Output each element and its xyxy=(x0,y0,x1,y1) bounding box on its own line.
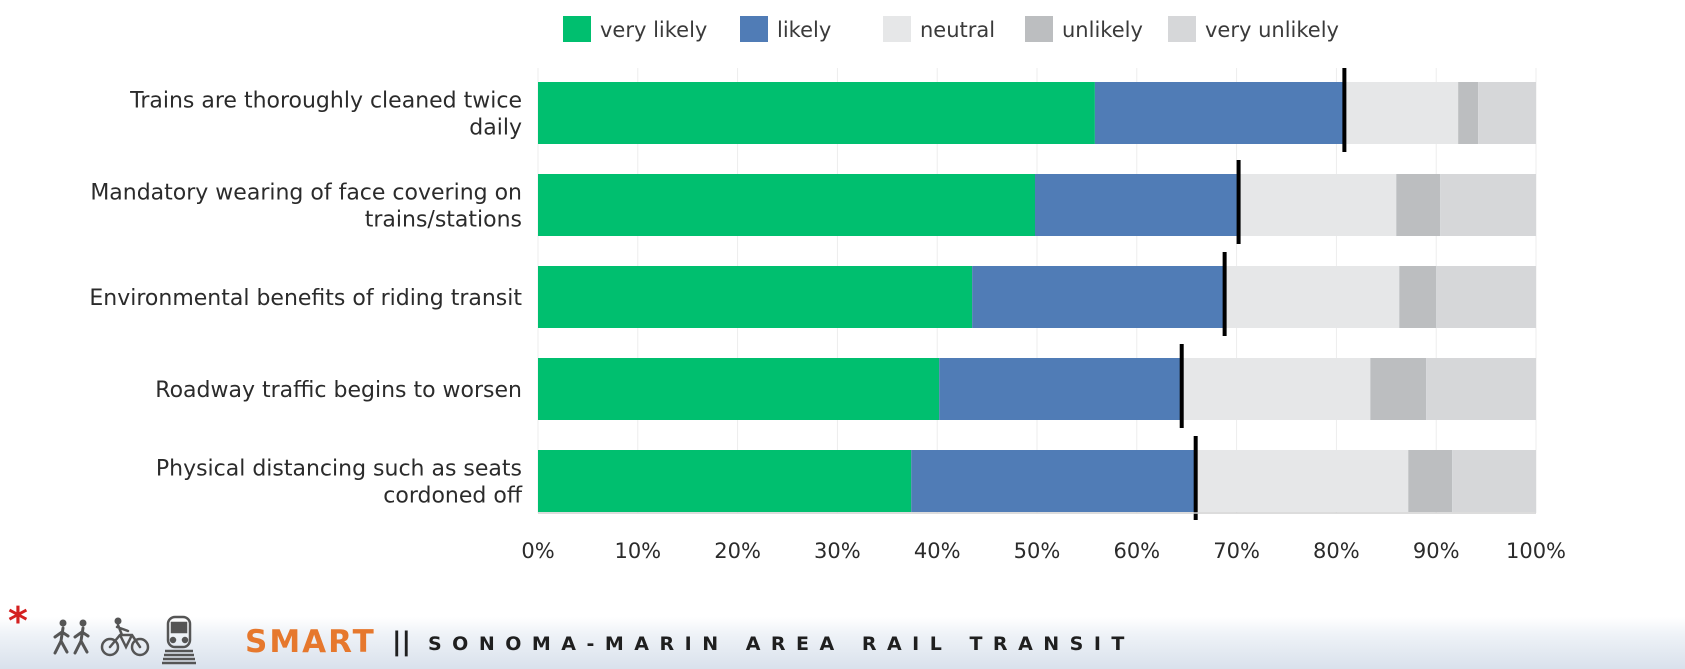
category-label: Physical distancing such as seats cordone… xyxy=(156,457,523,509)
legend-swatch-likely xyxy=(740,16,768,42)
bar-very-unlikely xyxy=(1436,266,1536,328)
bar-very-likely xyxy=(538,82,1095,144)
x-tick-label: 90% xyxy=(1413,539,1460,563)
x-tick-label: 50% xyxy=(1014,539,1061,563)
legend-swatch-very-unlikely xyxy=(1168,16,1196,42)
footer-asterisk: * xyxy=(8,599,28,643)
bar-very-unlikely xyxy=(1452,450,1536,512)
bar-neutral xyxy=(1344,82,1459,144)
bar-likely xyxy=(939,358,1182,420)
bar-neutral xyxy=(1224,266,1400,328)
bar-neutral xyxy=(1238,174,1397,236)
x-tick-label: 100% xyxy=(1506,539,1566,563)
footer-separator: || xyxy=(392,627,411,657)
x-tick-label: 0% xyxy=(521,539,554,563)
legend-swatch-neutral xyxy=(883,16,911,42)
bar-unlikely xyxy=(1458,82,1479,144)
stacked-bar-chart: Trains are thoroughly cleaned twice daily… xyxy=(89,16,1566,563)
footer-bar xyxy=(0,617,1685,669)
x-tick-label: 10% xyxy=(614,539,661,563)
legend-swatch-very-likely xyxy=(563,16,591,42)
bar-unlikely xyxy=(1396,174,1441,236)
bar-likely xyxy=(1035,174,1239,236)
bar-very-likely xyxy=(538,450,912,512)
legend-label: neutral xyxy=(920,18,995,42)
category-label: Mandatory wearing of face covering on tra… xyxy=(90,181,522,233)
legend-label: likely xyxy=(777,18,831,42)
train-icon xyxy=(162,615,196,665)
bar-very-unlikely xyxy=(1440,174,1536,236)
x-tick-label: 30% xyxy=(814,539,861,563)
legend-label: very likely xyxy=(600,18,707,42)
legend-label: unlikely xyxy=(1062,18,1143,42)
bar-very-likely xyxy=(538,174,1036,236)
x-tick-label: 70% xyxy=(1213,539,1260,563)
bar-likely xyxy=(911,450,1197,512)
x-tick-label: 40% xyxy=(914,539,961,563)
bar-very-unlikely xyxy=(1426,358,1536,420)
bar-very-likely xyxy=(538,358,940,420)
category-label: Roadway traffic begins to worsen xyxy=(155,378,522,403)
bicycle-icon xyxy=(100,617,150,657)
footer-icons xyxy=(53,615,196,665)
footer-tagline: SONOMA-MARIN AREA RAIL TRANSIT xyxy=(428,633,1135,655)
category-label: Trains are thoroughly cleaned twice daily xyxy=(129,89,522,141)
legend-label: very unlikely xyxy=(1205,18,1339,42)
bar-neutral xyxy=(1181,358,1371,420)
x-tick-label: 80% xyxy=(1313,539,1360,563)
bar-likely xyxy=(1094,82,1345,144)
bar-neutral xyxy=(1196,450,1409,512)
bar-unlikely xyxy=(1408,450,1453,512)
bar-very-likely xyxy=(538,266,973,328)
footer-brand-logo: SMART xyxy=(245,624,376,660)
category-label: Environmental benefits of riding transit xyxy=(89,286,522,311)
pedestrians-icon xyxy=(53,619,90,655)
x-tick-label: 60% xyxy=(1113,539,1160,563)
x-tick-label: 20% xyxy=(714,539,761,563)
bar-unlikely xyxy=(1370,358,1427,420)
bar-unlikely xyxy=(1399,266,1437,328)
legend-swatch-unlikely xyxy=(1025,16,1053,42)
bar-very-unlikely xyxy=(1478,82,1536,144)
bar-likely xyxy=(972,266,1225,328)
